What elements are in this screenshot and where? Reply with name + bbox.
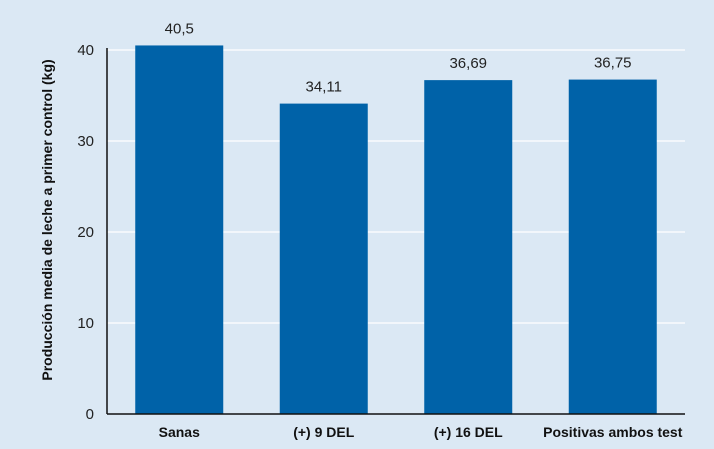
x-axis-categories: Sanas (+) 9 DEL (+) 16 DEL Positivas ambos … <box>159 424 683 440</box>
x-category-label: (+) 16 DEL <box>434 424 503 440</box>
data-label: 36,69 <box>449 55 487 72</box>
bar <box>568 79 657 414</box>
data-label: 36,75 <box>594 55 632 72</box>
data-label: 40,5 <box>165 20 194 37</box>
bar <box>279 103 368 414</box>
y-axis-ticks: 0 10 20 30 40 <box>77 42 94 423</box>
bars <box>135 45 657 414</box>
x-category-label: Positivas ambos test <box>543 424 683 440</box>
bar <box>424 80 513 414</box>
y-tick-label: 10 <box>77 315 94 332</box>
y-axis-label: Producción media de leche a primer contr… <box>39 59 55 380</box>
y-tick-label: 0 <box>86 406 94 423</box>
data-label: 34,11 <box>306 79 342 96</box>
data-labels: 40,5 34,11 36,69 36,75 <box>165 20 632 95</box>
y-tick-label: 30 <box>77 133 94 150</box>
y-tick-label: 20 <box>77 224 94 241</box>
y-tick-label: 40 <box>77 42 94 59</box>
bar <box>135 45 224 414</box>
x-category-label: Sanas <box>159 424 200 440</box>
x-category-label: (+) 9 DEL <box>293 424 355 440</box>
